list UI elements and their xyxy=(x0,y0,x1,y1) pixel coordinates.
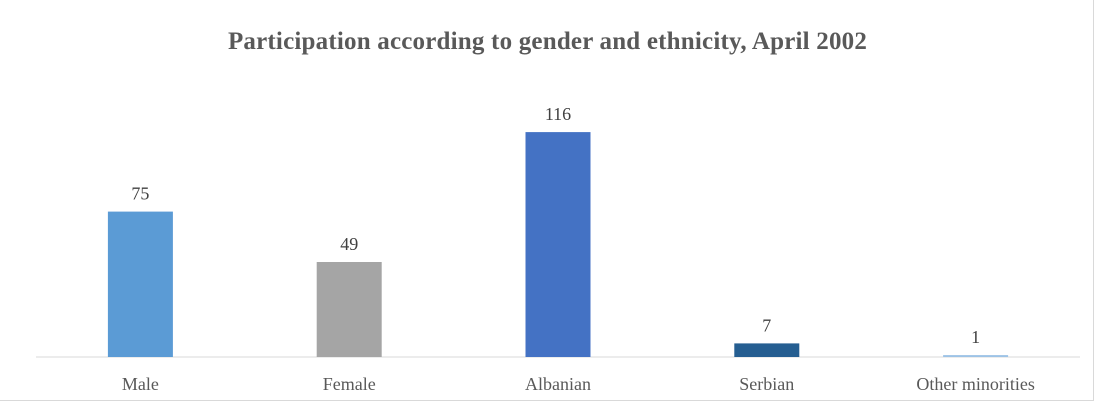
category-label-male: Male xyxy=(122,374,159,394)
bar-male xyxy=(107,211,173,357)
category-label-serbian: Serbian xyxy=(739,374,794,394)
category-label-albanian: Albanian xyxy=(525,374,591,394)
data-label-serbian: 7 xyxy=(762,315,771,335)
bar-serbian xyxy=(734,343,800,357)
data-label-albanian: 116 xyxy=(545,104,571,124)
bar-female xyxy=(316,262,382,357)
data-label-other-minorities: 1 xyxy=(971,327,980,347)
category-label-other-minorities: Other minorities xyxy=(916,374,1034,394)
data-label-male: 75 xyxy=(131,184,149,204)
bar-other-minorities xyxy=(943,355,1009,357)
category-label-female: Female xyxy=(323,374,376,394)
bar-albanian xyxy=(525,132,591,357)
data-label-female: 49 xyxy=(340,234,358,254)
chart-title: Participation according to gender and et… xyxy=(227,28,868,55)
